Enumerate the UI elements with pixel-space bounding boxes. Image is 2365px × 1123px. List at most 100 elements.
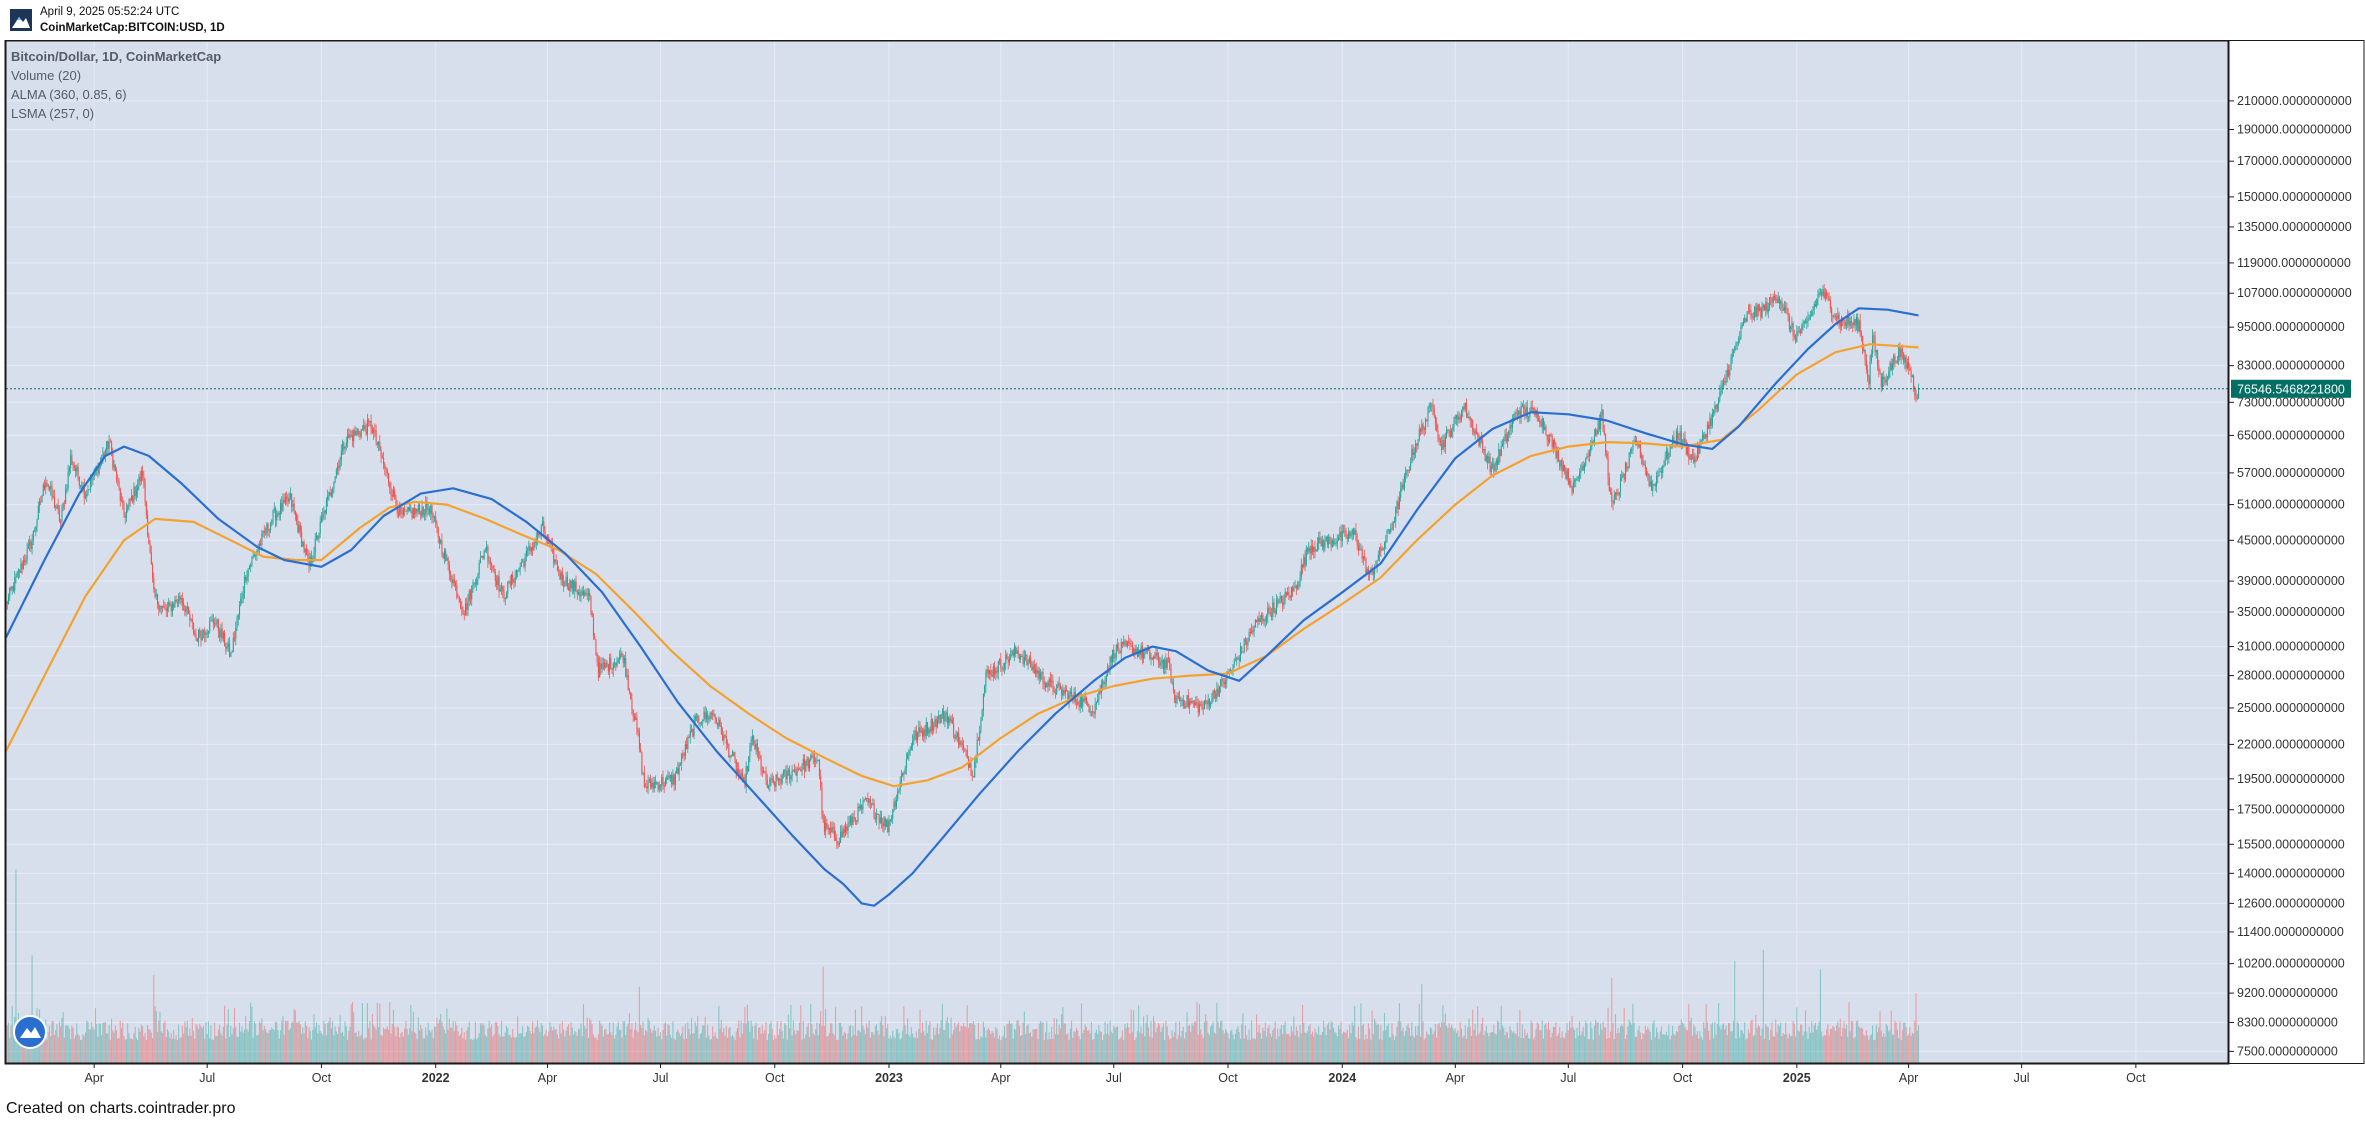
candle-body: [472, 582, 474, 587]
volume-bar: [514, 1038, 516, 1063]
candle-body: [303, 542, 305, 552]
volume-bar: [998, 1035, 1001, 1063]
candle-body: [358, 430, 360, 435]
candlestick-chart[interactable]: 210000.0000000000190000.0000000000170000…: [0, 40, 2365, 1095]
candle-body: [1781, 301, 1783, 308]
volume-bar: [127, 1023, 129, 1063]
volume-bar: [1601, 1029, 1603, 1063]
volume-bar: [1564, 1038, 1566, 1063]
volume-bar: [1007, 1023, 1009, 1063]
x-axis[interactable]: Apr Jul Oct 2022 Apr Jul Oct 2023 Apr Jul Oct 2024 A…: [84, 1063, 2146, 1085]
volume-bar: [474, 1022, 476, 1063]
volume-bar: [859, 1032, 861, 1063]
volume-bar: [1078, 1035, 1080, 1063]
candle-body: [754, 744, 756, 750]
candle-body: [1898, 346, 1900, 362]
candle-body: [1384, 542, 1386, 549]
candle-body: [610, 657, 612, 669]
candle-body: [936, 718, 939, 728]
candle-body: [1812, 309, 1814, 312]
volume-bar: [1433, 1031, 1435, 1063]
volume-bar: [1745, 1039, 1747, 1063]
candle-body: [1899, 346, 1901, 357]
candle-body: [1750, 309, 1752, 316]
volume-bar: [831, 1023, 833, 1063]
candle-body: [1206, 702, 1208, 704]
candle-body: [1737, 339, 1740, 343]
y-axis[interactable]: 210000.0000000000190000.0000000000170000…: [2229, 94, 2352, 1058]
volume-bar: [1279, 1028, 1281, 1063]
volume-bar: [981, 1037, 983, 1063]
candle-body: [795, 771, 797, 776]
volume-bar: [840, 1023, 842, 1063]
volume-bar: [1746, 1038, 1748, 1063]
candle-body: [1880, 374, 1882, 388]
candle-body: [1657, 475, 1659, 477]
candle-body: [1021, 656, 1023, 657]
candle-body: [1519, 411, 1521, 418]
volume-bar: [370, 1039, 372, 1063]
candle-body: [1097, 699, 1099, 703]
candle-body: [862, 800, 864, 810]
volume-bar: [1713, 1038, 1715, 1063]
volume-bar: [892, 1030, 894, 1063]
y-axis-frame: [2228, 40, 2365, 1064]
candle-body: [1828, 297, 1830, 301]
volume-bar: [47, 1032, 49, 1063]
candle-body: [370, 421, 372, 429]
candle-body: [65, 488, 67, 504]
candle-body: [10, 587, 12, 590]
candle-body: [104, 450, 106, 456]
volume-bar: [803, 1038, 806, 1063]
candle-body: [722, 734, 724, 741]
volume-bar: [1090, 1022, 1092, 1063]
volume-bar: [1068, 1039, 1070, 1063]
candle-body: [1791, 323, 1793, 327]
candle-body: [1340, 531, 1342, 541]
cointrader-watermark-icon[interactable]: [13, 1015, 47, 1049]
candle-body: [1546, 434, 1548, 440]
volume-bar: [1310, 1034, 1312, 1063]
candle-body: [248, 566, 251, 569]
candle-body: [220, 628, 222, 638]
volume-bar: [666, 1035, 668, 1063]
volume-bar: [256, 1035, 258, 1063]
y-tick-label: 15500.0000000000: [2237, 837, 2345, 851]
candle-body: [807, 758, 809, 769]
candle-body: [1003, 663, 1006, 669]
volume-bar: [267, 1033, 269, 1063]
volume-bar: [1259, 1032, 1261, 1063]
volume-bar: [492, 1036, 494, 1063]
candle-body: [176, 601, 178, 603]
volume-bar: [520, 1033, 522, 1063]
candle-body: [1803, 321, 1805, 324]
candle-body: [693, 720, 695, 737]
candle-body: [871, 803, 873, 805]
candle-body: [1403, 475, 1405, 489]
candle-body: [181, 597, 183, 604]
volume-bar: [1022, 1022, 1024, 1063]
volume-bar: [841, 1026, 843, 1063]
volume-bar: [965, 1027, 967, 1063]
candle-body: [847, 822, 849, 831]
candle-body: [1360, 549, 1362, 550]
candle-body: [1642, 455, 1644, 465]
volume-bar: [133, 1033, 135, 1063]
candle-body: [854, 818, 857, 821]
candle-body: [1489, 456, 1491, 472]
volume-bar: [917, 1038, 919, 1063]
candle-body: [374, 430, 376, 431]
candle-body: [246, 576, 248, 581]
candle-body: [1603, 431, 1605, 435]
volume-bar: [1524, 1028, 1526, 1063]
volume-bar: [72, 1027, 74, 1063]
volume-bar: [291, 1022, 293, 1063]
volume-bar: [1477, 1006, 1479, 1063]
volume-bar: [140, 1024, 142, 1063]
volume-bar: [672, 1021, 674, 1063]
candle-body: [756, 743, 758, 753]
candle-body: [1202, 708, 1204, 710]
candle-body: [1062, 690, 1064, 696]
candle-body: [709, 713, 711, 719]
candle-body: [1208, 699, 1211, 707]
